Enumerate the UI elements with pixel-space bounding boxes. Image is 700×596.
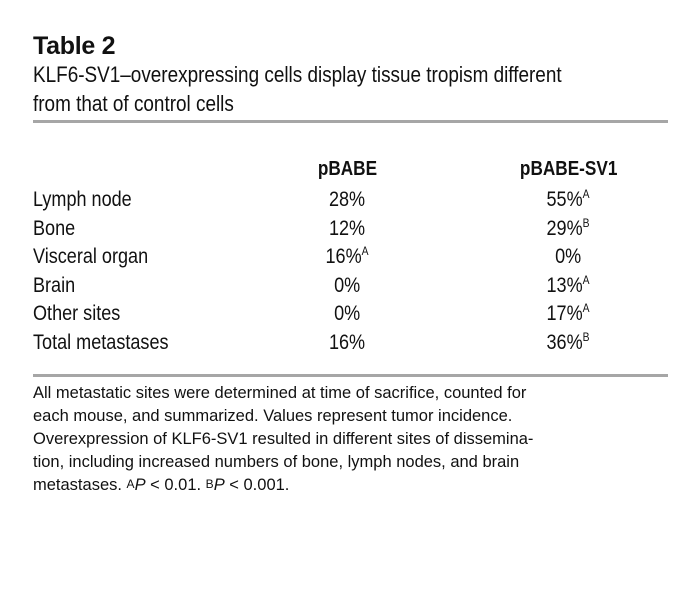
footnote-line-1: All metastatic sites were determined at … (33, 384, 527, 402)
bottom-rule (33, 374, 668, 377)
header-pbabe: pBABE (317, 157, 377, 180)
table-row: Total metastases 16% 36%B (33, 329, 673, 358)
row-label: Total metastases (33, 330, 169, 354)
table-caption: KLF6-SV1–overexpressing cells display ti… (33, 60, 583, 118)
caption-line-2: from that of control cells (33, 91, 234, 116)
row-label: Brain (33, 273, 76, 297)
row-label: Visceral organ (33, 245, 149, 269)
data-table: pBABE pBABE-SV1 Lymph node 28% 55%A Bone… (33, 152, 673, 357)
caption-line-1: KLF6-SV1–overexpressing cells display ti… (33, 62, 562, 87)
footnote-line-3: Overexpression of KLF6-SV1 resulted in d… (33, 430, 534, 448)
footnote-line-4: tion, including increased numbers of bon… (33, 453, 520, 471)
top-rule (33, 120, 668, 123)
cell-pbabe: 16%A (325, 244, 369, 269)
cell-pbabe: 16% (329, 330, 366, 354)
sig-b-mark: B (205, 477, 214, 491)
row-label: Other sites (33, 302, 121, 326)
table-row: Lymph node 28% 55%A (33, 186, 673, 215)
cell-pbabe: 0% (334, 302, 361, 326)
row-label: Bone (33, 216, 76, 240)
cell-pbabe-sv1: 55%A (546, 187, 590, 212)
table-row: Brain 0% 13%A (33, 272, 673, 301)
sig-a-mark: A (126, 477, 135, 491)
cell-pbabe-sv1: 29%B (546, 215, 590, 240)
cell-pbabe-sv1: 17%A (546, 301, 590, 326)
footnote-line-2: each mouse, and summarized. Values repre… (33, 407, 513, 425)
table-row: Visceral organ 16%A 0% (33, 243, 673, 272)
cell-pbabe-sv1: 13%A (546, 272, 590, 297)
table-footnote: All metastatic sites were determined at … (33, 382, 673, 497)
header-pbabe-sv1: pBABE-SV1 (519, 157, 618, 180)
cell-pbabe-sv1: 0% (555, 245, 582, 269)
cell-pbabe: 28% (329, 188, 366, 212)
header-row: pBABE pBABE-SV1 (33, 152, 673, 186)
table-row: Bone 12% 29%B (33, 215, 673, 244)
cell-pbabe: 0% (334, 273, 361, 297)
footnote-line-5: metastases. AP < 0.01. BP < 0.001. (33, 476, 290, 494)
row-label: Lymph node (33, 188, 132, 212)
table-row: Other sites 0% 17%A (33, 300, 673, 329)
cell-pbabe-sv1: 36%B (546, 329, 590, 354)
header-empty (33, 152, 291, 186)
table-title: Table 2 (33, 32, 116, 60)
cell-pbabe: 12% (329, 216, 366, 240)
